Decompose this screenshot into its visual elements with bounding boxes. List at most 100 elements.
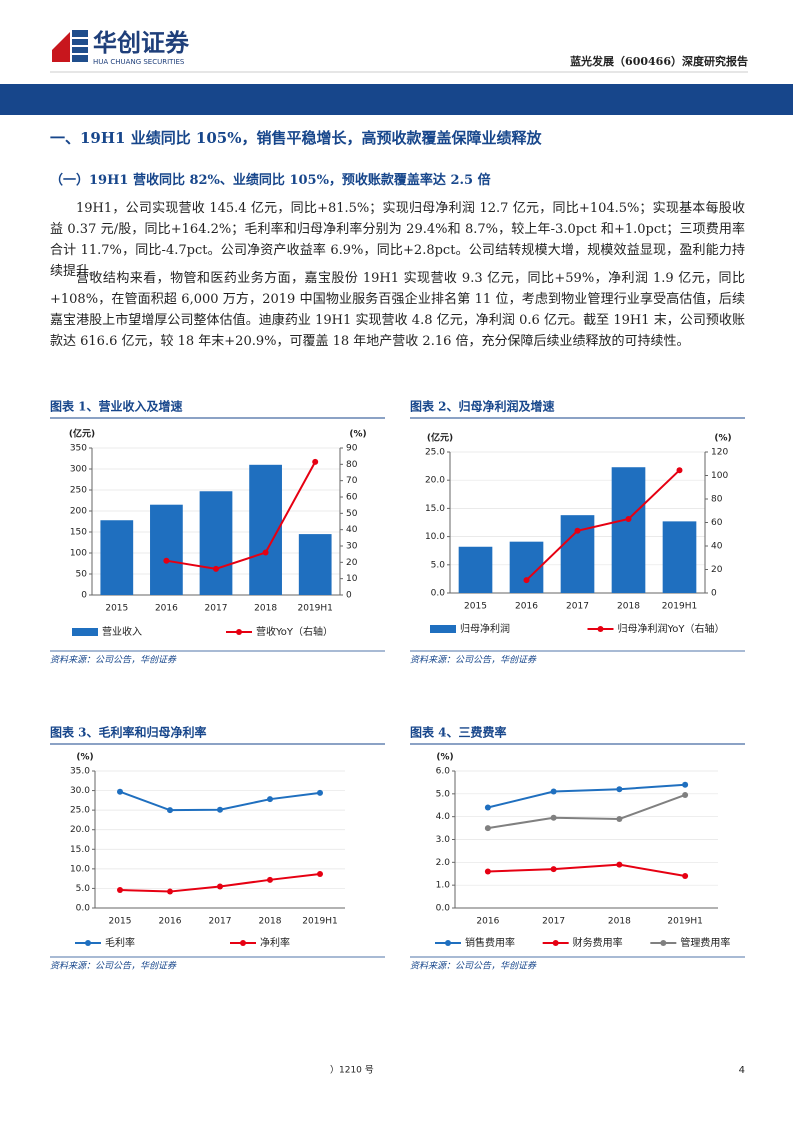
figure-title: 图表 2、归母净利润及增速 (410, 399, 555, 414)
y-tick-label: 0.0 (431, 589, 446, 599)
y-unit: (%) (76, 753, 93, 763)
legend-swatch (430, 625, 456, 633)
y-tick-label: 10.0 (70, 864, 90, 874)
y2-tick-label: 80 (711, 495, 723, 505)
y-tick-label: 100 (70, 549, 87, 559)
y2-tick-label: 20 (711, 565, 723, 575)
y2-tick-label: 20 (346, 558, 358, 568)
x-tick-label: 2016 (476, 917, 499, 927)
y2-tick-label: 100 (711, 471, 728, 481)
point (682, 791, 689, 798)
point (484, 868, 491, 875)
source: 资料来源：公司公告，华创证券 (50, 961, 177, 972)
legend-label: 管理费用率 (680, 936, 730, 949)
legend-swatch (660, 940, 667, 946)
legend-label: 营收YoY（右轴） (256, 625, 333, 638)
y2-tick-label: 80 (346, 460, 358, 470)
footer-note: ）1210 号 (330, 1065, 374, 1076)
bar (509, 541, 544, 593)
y-unit: (亿元) (427, 432, 453, 444)
bar (100, 520, 134, 595)
x-tick-label: 2018 (617, 602, 640, 612)
y-tick-label: 0 (81, 591, 87, 601)
legend-swatch (236, 629, 242, 635)
paragraph: 营收结构来看，物管和医药业务方面，嘉宝股份 19H1 实现营收 9.3 亿元，同… (50, 271, 745, 349)
y2-tick-label: 120 (711, 448, 728, 458)
y2-tick-label: 0 (346, 591, 352, 601)
legend-swatch (72, 628, 98, 636)
point (616, 861, 623, 868)
figure-title: 图表 3、毛利率和归母净利率 (50, 725, 207, 740)
x-tick-label: 2016 (515, 602, 538, 612)
point (317, 870, 323, 877)
y-unit: (%) (436, 753, 453, 763)
paragraph: 19H1，公司实现营收 145.4 亿元，同比+81.5%；实现归母净利润 12… (50, 201, 745, 279)
point (550, 866, 557, 873)
figure-title: 图表 4、三费费率 (410, 725, 507, 740)
bar (249, 464, 282, 595)
y-tick-label: 15.0 (425, 504, 445, 514)
legend-label: 毛利率 (105, 936, 135, 949)
x-tick-label: 2017 (542, 917, 565, 927)
y2-tick-label: 60 (711, 518, 723, 528)
bar (560, 515, 595, 593)
point (217, 806, 223, 813)
y-tick-label: 0.0 (76, 904, 91, 914)
legend-swatch (240, 940, 246, 946)
source: 资料来源：公司公告，华创证券 (50, 655, 177, 666)
point (167, 888, 173, 895)
y2-tick-label: 40 (711, 542, 723, 552)
point (267, 876, 273, 883)
legend-swatch (597, 626, 604, 632)
source: 资料来源：公司公告，华创证券 (410, 961, 537, 972)
heading: 一、19H1 业绩同比 105%，销售平稳增长，高预收款覆盖保障业绩释放 (50, 129, 542, 147)
figure-title: 图表 1、营业收入及增速 (50, 399, 183, 414)
y-tick-label: 5.0 (76, 884, 91, 894)
y-tick-label: 150 (70, 528, 87, 538)
y-tick-label: 25.0 (425, 448, 445, 458)
x-tick-label: 2017 (209, 917, 232, 927)
point (550, 788, 557, 795)
y-tick-label: 250 (70, 486, 87, 496)
point (523, 577, 530, 584)
series-line (487, 794, 686, 830)
legend-label: 财务费用率 (573, 936, 623, 949)
legend-label: 归母净利润YoY（右轴） (618, 622, 725, 635)
header-band (0, 84, 793, 115)
source: 资料来源：公司公告，华创证券 (410, 655, 537, 666)
y-tick-label: 20.0 (70, 825, 90, 835)
point (682, 781, 689, 788)
x-tick-label: 2019H1 (667, 917, 702, 927)
legend-label: 销售费用率 (465, 936, 515, 949)
y2-tick-label: 60 (346, 493, 358, 503)
y-unit: (亿元) (69, 428, 95, 440)
report-name: 蓝光发展（600466）深度研究报告 (570, 54, 748, 68)
y2-tick-label: 90 (346, 444, 358, 454)
legend-label: 净利率 (260, 936, 290, 949)
bar (611, 467, 646, 593)
x-tick-label: 2018 (608, 917, 631, 927)
y2-tick-label: 50 (346, 509, 358, 519)
y-tick-label: 1.0 (436, 881, 451, 891)
y2-tick-label: 10 (346, 574, 358, 584)
y-tick-label: 15.0 (70, 845, 90, 855)
legend-label: 归母净利润 (460, 622, 510, 635)
y-tick-label: 25.0 (70, 806, 90, 816)
y2-unit: (%) (714, 434, 731, 444)
legend-label: 营业收入 (102, 625, 142, 638)
y-tick-label: 5.0 (431, 560, 446, 570)
point (616, 786, 623, 793)
series-line (525, 469, 681, 581)
y-tick-label: 10.0 (425, 532, 445, 542)
point (682, 873, 689, 880)
y-tick-label: 20.0 (425, 476, 445, 486)
logo-mark (52, 30, 88, 62)
x-tick-label: 2019H1 (662, 602, 697, 612)
y-tick-label: 3.0 (436, 835, 451, 845)
bar (662, 521, 697, 593)
y-tick-label: 50 (76, 570, 88, 580)
series-line (487, 863, 686, 878)
point (625, 515, 632, 522)
x-tick-label: 2015 (109, 917, 132, 927)
